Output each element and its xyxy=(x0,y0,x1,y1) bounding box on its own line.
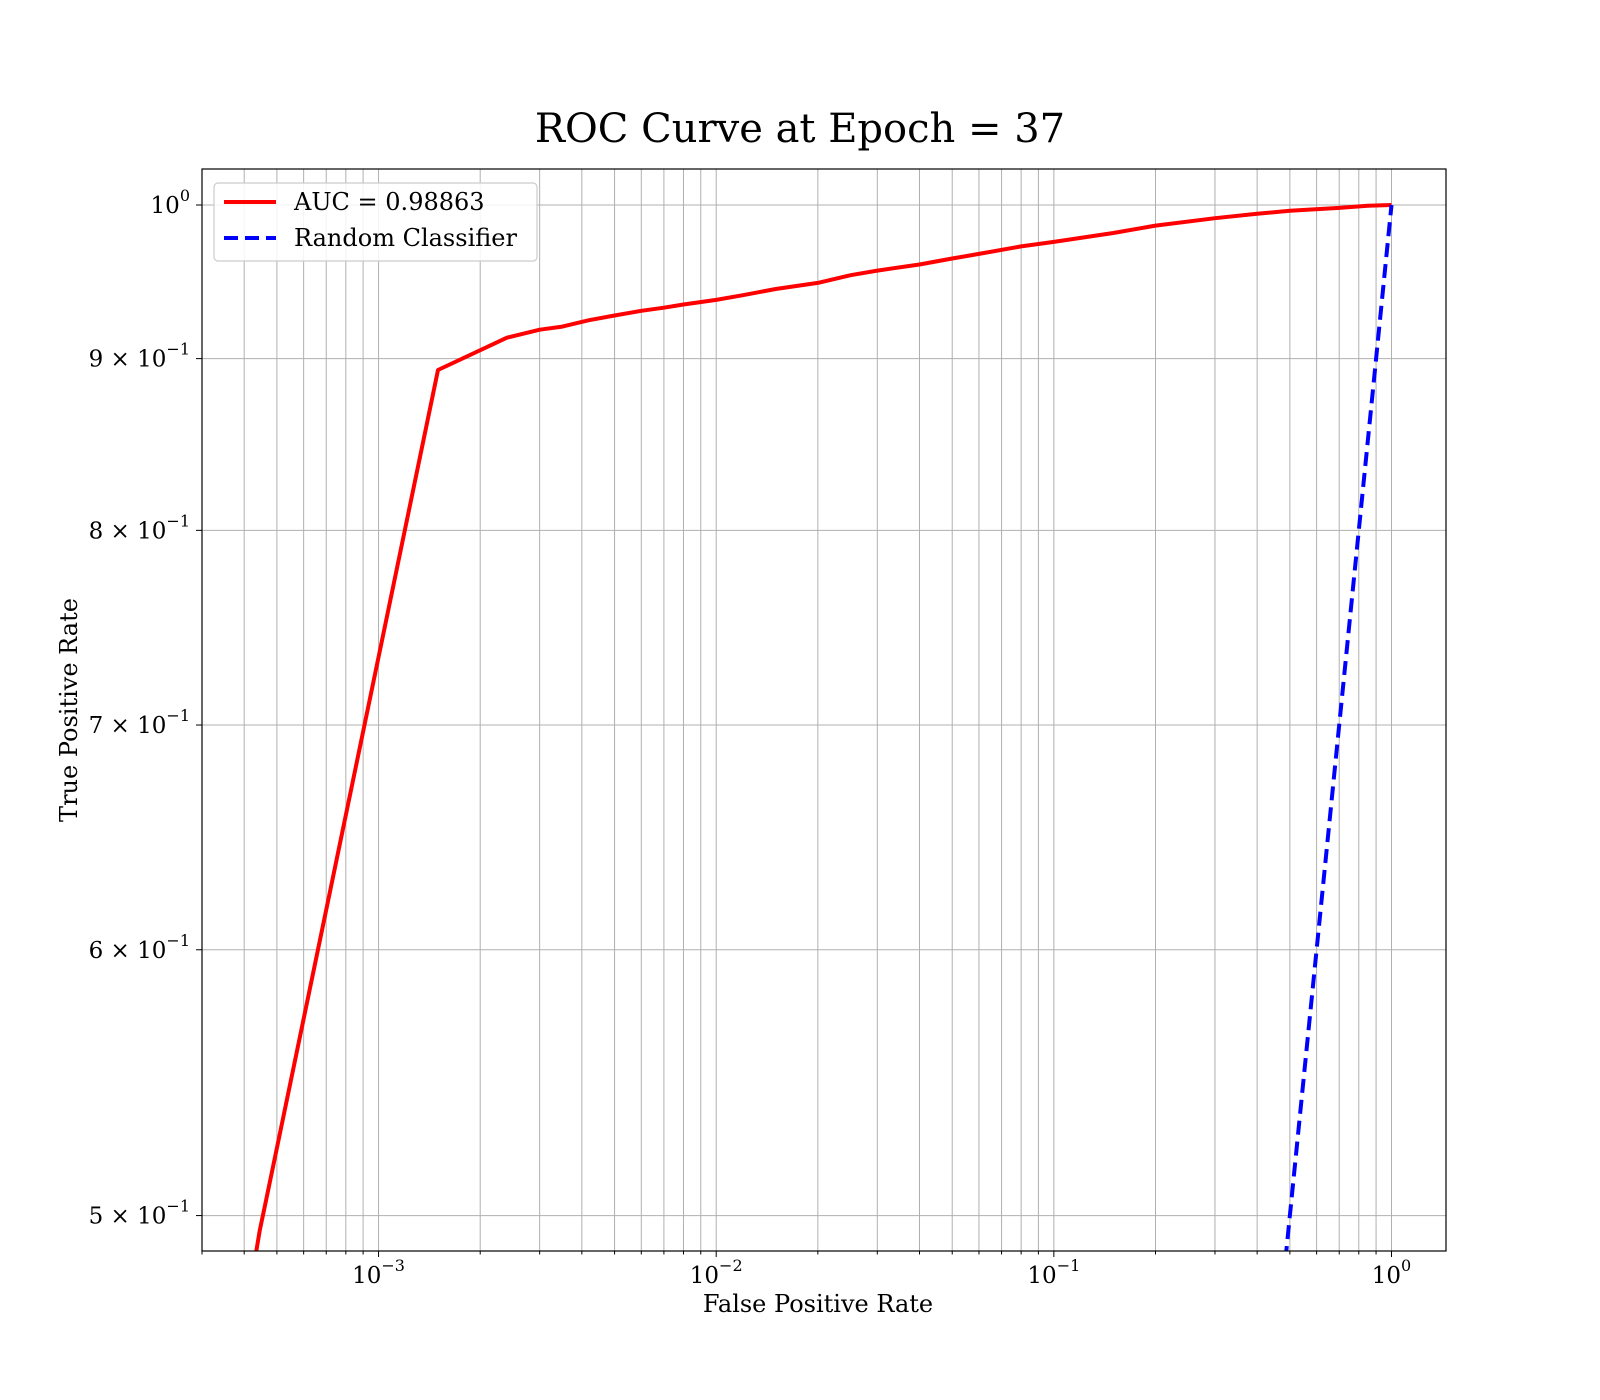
y-tick-label: 9 × 10−1 xyxy=(89,340,190,373)
x-tick-label: 10−3 xyxy=(352,1256,405,1289)
grid-lines xyxy=(201,169,1446,1251)
axis-ticks: 100 9 × 10−1 8 × 10−1 7 × 10−1 6 × 10−1 5 × 1… xyxy=(89,186,1412,1289)
y-tick-label: 6 × 10−1 xyxy=(89,931,190,964)
y-tick-label: 5 × 10−1 xyxy=(89,1197,190,1230)
x-tick-label: 10−2 xyxy=(690,1256,743,1289)
plot-series xyxy=(254,203,1394,1251)
x-axis-title: False Positive Rate xyxy=(703,1290,933,1318)
legend-box xyxy=(213,182,538,262)
plot-frame xyxy=(201,168,1447,1252)
legend-label: AUC = 0.98863 xyxy=(293,188,485,216)
x-tick-label: 10−1 xyxy=(1027,1256,1080,1289)
y-tick-label: 100 xyxy=(151,186,190,219)
y-tick-label: 7 × 10−1 xyxy=(89,706,190,739)
roc-curve-line xyxy=(254,203,1392,1251)
x-tick-label: 100 xyxy=(1372,1256,1411,1289)
chart-title: ROC Curve at Epoch = 37 xyxy=(535,106,1065,152)
legend: AUC = 0.98863 Random Classifier xyxy=(213,182,538,262)
legend-label: Random Classifier xyxy=(294,224,517,252)
y-axis-title: True Positive Rate xyxy=(55,598,83,822)
y-tick-label: 8 × 10−1 xyxy=(89,511,190,544)
random-classifier-line xyxy=(1284,204,1394,1251)
